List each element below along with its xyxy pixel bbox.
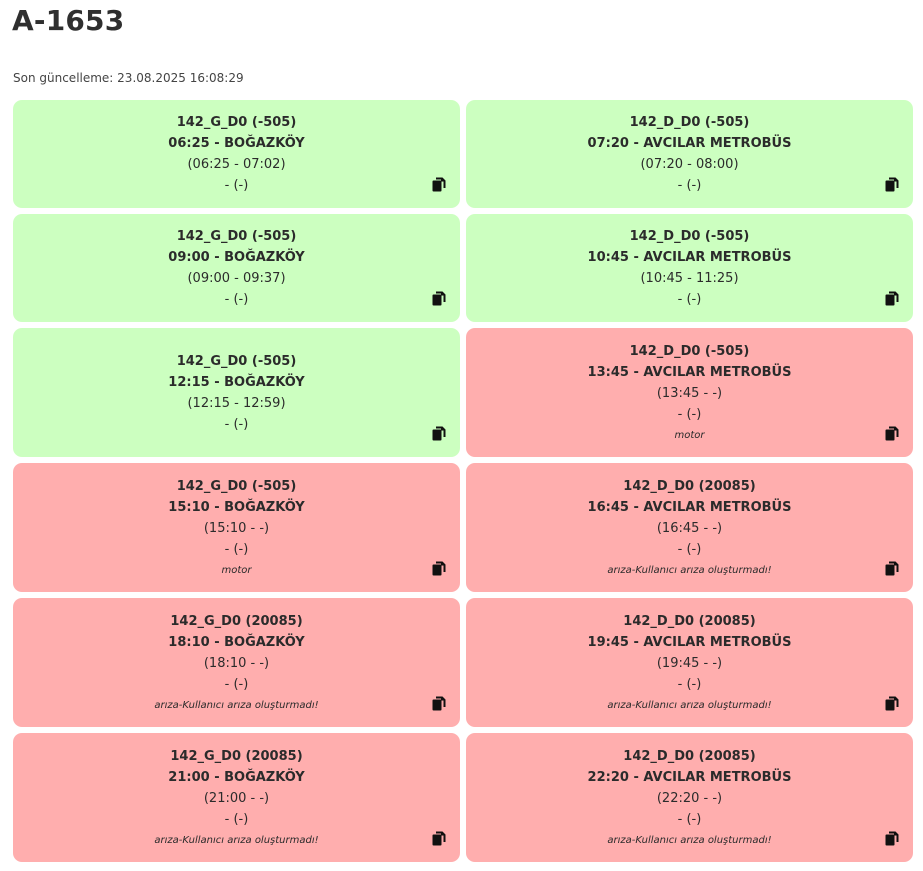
copy-icon[interactable] [885,177,899,192]
trip-card[interactable]: 142_G_D0 (20085) 21:00 - BOĞAZKÖY (21:00… [13,733,460,862]
trip-route: 142_D_D0 (-505) [629,343,750,359]
copy-icon[interactable] [885,696,899,711]
trip-card[interactable]: 142_D_D0 (20085) 22:20 - AVCILAR METROBÜ… [466,733,913,862]
trip-route: 142_G_D0 (20085) [170,613,303,629]
trip-note: arıza-Kullanıcı arıza oluşturmadı! [154,834,319,846]
trip-route: 142_D_D0 (20085) [623,478,756,494]
trip-time-range: (06:25 - 07:02) [187,157,286,172]
trip-departure: 18:10 - BOĞAZKÖY [168,634,305,650]
trip-time-range: (19:45 - -) [656,655,723,671]
copy-icon[interactable] [885,831,899,846]
trip-departure: 13:45 - AVCILAR METROBÜS [587,364,792,380]
trip-card[interactable]: 142_D_D0 (-505) 13:45 - AVCILAR METROBÜS… [466,328,913,457]
trip-note: motor [674,429,705,441]
trip-note: arıza-Kullanıcı arıza oluşturmadı! [607,834,772,846]
trip-departure: 19:45 - AVCILAR METROBÜS [587,634,792,650]
trip-time-range: (12:15 - 12:59) [187,395,286,411]
trip-route: 142_D_D0 (20085) [623,613,756,629]
page-title: A-1653 [12,4,125,37]
trip-time-range: (22:20 - -) [656,790,723,806]
trip-note: arıza-Kullanıcı arıza oluşturmadı! [154,699,319,711]
trip-card[interactable]: 142_D_D0 (20085) 16:45 - AVCILAR METROBÜ… [466,463,913,592]
trip-route: 142_G_D0 (20085) [170,748,303,764]
trip-extra: - (-) [224,292,249,307]
trip-extra: - (-) [224,416,249,432]
trip-departure: 15:10 - BOĞAZKÖY [168,499,305,515]
copy-icon[interactable] [885,291,899,306]
trip-route: 142_D_D0 (-505) [629,115,750,130]
trip-card[interactable]: 142_G_D0 (-505) 06:25 - BOĞAZKÖY (06:25 … [13,100,460,208]
copy-icon[interactable] [432,561,446,576]
trip-extra: - (-) [677,178,702,193]
copy-icon[interactable] [885,561,899,576]
copy-icon[interactable] [432,426,446,441]
trip-departure: 07:20 - AVCILAR METROBÜS [587,136,792,151]
trip-time-range: (21:00 - -) [203,790,270,806]
trip-card[interactable]: 142_G_D0 (-505) 12:15 - BOĞAZKÖY (12:15 … [13,328,460,457]
trip-time-range: (18:10 - -) [203,655,270,671]
trip-extra: - (-) [677,406,702,422]
trip-route: 142_D_D0 (20085) [623,748,756,764]
trip-extra: - (-) [224,178,249,193]
trip-time-range: (15:10 - -) [203,520,270,536]
trip-route: 142_D_D0 (-505) [629,229,750,244]
trip-time-range: (13:45 - -) [656,385,723,401]
trip-departure: 16:45 - AVCILAR METROBÜS [587,499,792,515]
trip-time-range: (16:45 - -) [656,520,723,536]
trip-time-range: (07:20 - 08:00) [640,157,739,172]
trip-extra: - (-) [677,676,702,692]
trip-departure: 10:45 - AVCILAR METROBÜS [587,250,792,265]
trip-route: 142_G_D0 (-505) [176,115,297,130]
trip-departure: 21:00 - BOĞAZKÖY [168,769,305,785]
trip-time-range: (09:00 - 09:37) [187,271,286,286]
trip-extra: - (-) [677,811,702,827]
trip-departure: 06:25 - BOĞAZKÖY [168,136,305,151]
copy-icon[interactable] [432,177,446,192]
trip-route: 142_G_D0 (-505) [176,478,297,494]
copy-icon[interactable] [432,291,446,306]
trip-grid: 142_G_D0 (-505) 06:25 - BOĞAZKÖY (06:25 … [13,100,913,862]
trip-extra: - (-) [677,541,702,557]
trip-extra: - (-) [224,676,249,692]
copy-icon[interactable] [432,696,446,711]
trip-time-range: (10:45 - 11:25) [640,271,739,286]
copy-icon[interactable] [885,426,899,441]
trip-card[interactable]: 142_D_D0 (-505) 07:20 - AVCILAR METROBÜS… [466,100,913,208]
trip-note: motor [221,564,252,576]
trip-card[interactable]: 142_G_D0 (-505) 09:00 - BOĞAZKÖY (09:00 … [13,214,460,322]
last-updated-text: Son güncelleme: 23.08.2025 16:08:29 [13,71,244,85]
trip-departure: 12:15 - BOĞAZKÖY [168,374,305,390]
trip-route: 142_G_D0 (-505) [176,229,297,244]
trip-departure: 09:00 - BOĞAZKÖY [168,250,305,265]
trip-extra: - (-) [224,811,249,827]
trip-note: arıza-Kullanıcı arıza oluşturmadı! [607,699,772,711]
trip-card[interactable]: 142_D_D0 (-505) 10:45 - AVCILAR METROBÜS… [466,214,913,322]
trip-departure: 22:20 - AVCILAR METROBÜS [587,769,792,785]
trip-card[interactable]: 142_G_D0 (-505) 15:10 - BOĞAZKÖY (15:10 … [13,463,460,592]
trip-extra: - (-) [677,292,702,307]
trip-card[interactable]: 142_G_D0 (20085) 18:10 - BOĞAZKÖY (18:10… [13,598,460,727]
trip-extra: - (-) [224,541,249,557]
copy-icon[interactable] [432,831,446,846]
trip-note: arıza-Kullanıcı arıza oluşturmadı! [607,564,772,576]
trip-card[interactable]: 142_D_D0 (20085) 19:45 - AVCILAR METROBÜ… [466,598,913,727]
trip-route: 142_G_D0 (-505) [176,353,297,369]
